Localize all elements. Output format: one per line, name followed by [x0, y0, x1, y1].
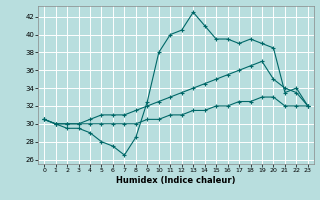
X-axis label: Humidex (Indice chaleur): Humidex (Indice chaleur)	[116, 176, 236, 185]
